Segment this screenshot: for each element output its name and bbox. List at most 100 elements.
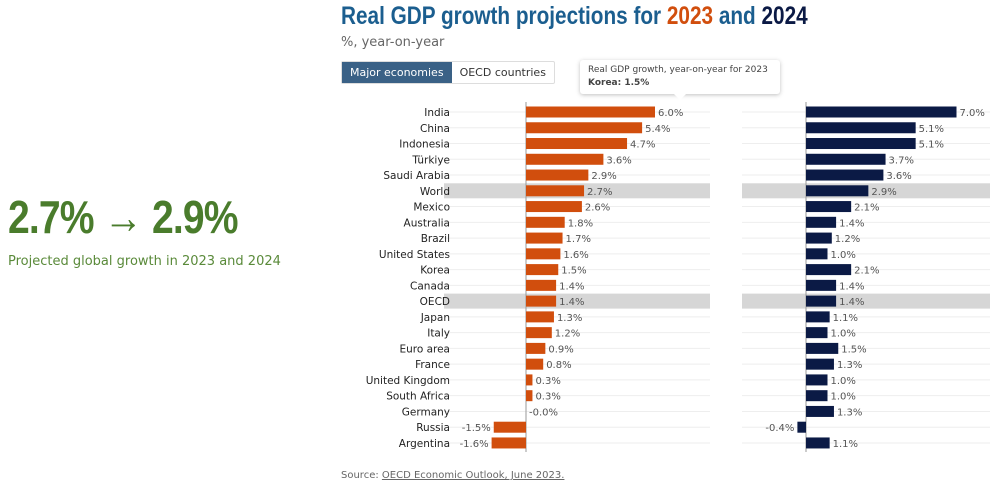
data-label: 1.0% [831, 392, 856, 403]
bar-2024 [806, 327, 828, 339]
bar-2023 [526, 248, 561, 260]
category-label: Russia [416, 422, 450, 434]
data-label: 1.2% [555, 329, 580, 340]
category-label: United States [379, 249, 450, 261]
data-label: -0.0% [529, 407, 558, 418]
bar-2023 [526, 106, 655, 118]
bar-2023 [526, 122, 643, 134]
bar-2023 [526, 216, 565, 228]
bar-2024 [806, 342, 839, 354]
tab-major-economies[interactable]: Major economies [342, 62, 452, 83]
data-label: 1.3% [837, 407, 862, 418]
tooltip-body: Korea: 1.5% [588, 78, 650, 88]
bar-2024 [806, 122, 916, 134]
source-prefix: Source: [341, 470, 382, 481]
bar-2024 [806, 390, 828, 402]
bar-2023 [526, 279, 557, 291]
data-label: 1.3% [557, 313, 582, 324]
data-label: 1.7% [566, 234, 591, 245]
data-label: 3.6% [606, 155, 631, 166]
tooltip-title: Real GDP growth, year-on-year for 2023 [588, 65, 768, 75]
bar-2024 [806, 138, 916, 150]
bar-2024 [806, 437, 830, 449]
data-label: 4.7% [630, 140, 655, 151]
title-prefix: Real GDP growth projections for [341, 2, 667, 30]
bar-2023 [526, 358, 544, 370]
category-label: Saudi Arabia [383, 170, 450, 182]
data-label: 1.0% [831, 250, 856, 261]
bar-2024 [806, 201, 852, 213]
bar-2024 [806, 232, 832, 244]
data-label: 0.9% [548, 344, 573, 355]
data-label: 6.0% [658, 108, 683, 119]
data-label: 1.5% [561, 266, 586, 277]
data-label: 1.3% [837, 360, 862, 371]
bar-2023 [526, 374, 533, 386]
category-label: Brazil [421, 233, 450, 245]
category-label: Türkiye [411, 154, 450, 166]
data-label: 5.1% [919, 140, 944, 151]
chart-title: Real GDP growth projections for 2023 and… [341, 2, 808, 31]
data-label: 1.2% [835, 234, 860, 245]
bar-2023 [526, 185, 585, 197]
data-label: 5.4% [645, 124, 670, 135]
data-label: 1.4% [839, 297, 864, 308]
tooltip: Real GDP growth, year-on-year for 2023 K… [580, 60, 780, 100]
title-year-2023: 2023 [666, 2, 714, 30]
data-label: 1.5% [841, 344, 866, 355]
bar-2023 [526, 311, 554, 323]
tab-group: Major economies OECD countries [341, 61, 555, 84]
source-note: Source: OECD Economic Outlook, June 2023… [341, 470, 564, 481]
kpi-panel: 2.7% → 2.9% Projected global growth in 2… [8, 190, 328, 269]
data-label: -0.4% [765, 423, 794, 434]
tab-oecd-countries[interactable]: OECD countries [459, 66, 546, 79]
kpi-value: 2.7% → 2.9% [8, 191, 239, 243]
bar-2023 [526, 264, 559, 276]
source-link[interactable]: OECD Economic Outlook, June 2023. [381, 470, 565, 481]
bar-2023 [526, 138, 628, 150]
data-label: 1.4% [839, 281, 864, 292]
bar-2023 [526, 327, 552, 339]
bar-2023 [526, 295, 557, 307]
data-label: 0.8% [546, 360, 571, 371]
data-label: 5.1% [919, 124, 944, 135]
data-label: 1.4% [559, 297, 584, 308]
data-label: 2.9% [871, 187, 896, 198]
data-label: 2.9% [591, 171, 616, 182]
bar-2024 [806, 311, 830, 323]
category-label: Australia [404, 217, 450, 229]
bar-2024 [806, 405, 834, 417]
category-label: South Africa [386, 391, 450, 403]
category-label: OECD [420, 296, 450, 308]
bar-2023 [526, 232, 563, 244]
data-label: 1.4% [559, 281, 584, 292]
category-label: India [424, 107, 450, 119]
category-label: Japan [420, 312, 450, 324]
category-label: Mexico [413, 202, 450, 214]
category-label: Italy [427, 328, 450, 340]
data-label: 1.0% [831, 376, 856, 387]
data-label: 2.6% [585, 203, 610, 214]
category-label: Korea [420, 265, 450, 277]
bar-2024 [806, 185, 869, 197]
category-label: Euro area [399, 343, 450, 355]
data-label: 2.7% [587, 187, 612, 198]
highlight-band [444, 293, 710, 309]
data-label: 0.3% [535, 392, 560, 403]
category-label: France [415, 359, 450, 371]
bar-2024 [806, 374, 828, 386]
data-label: 1.8% [568, 218, 593, 229]
bar-2023 [526, 342, 546, 354]
category-label: Argentina [399, 438, 450, 450]
bar-2023 [526, 390, 533, 402]
bar-2024 [806, 248, 828, 260]
bar-2024 [806, 169, 884, 181]
category-label: World [420, 186, 450, 198]
data-label: 3.7% [889, 155, 914, 166]
bar-2024 [806, 106, 957, 118]
data-label: 1.1% [833, 439, 858, 450]
data-label: 2.1% [854, 203, 879, 214]
bar-2024 [806, 264, 852, 276]
bar-2024 [806, 153, 886, 165]
